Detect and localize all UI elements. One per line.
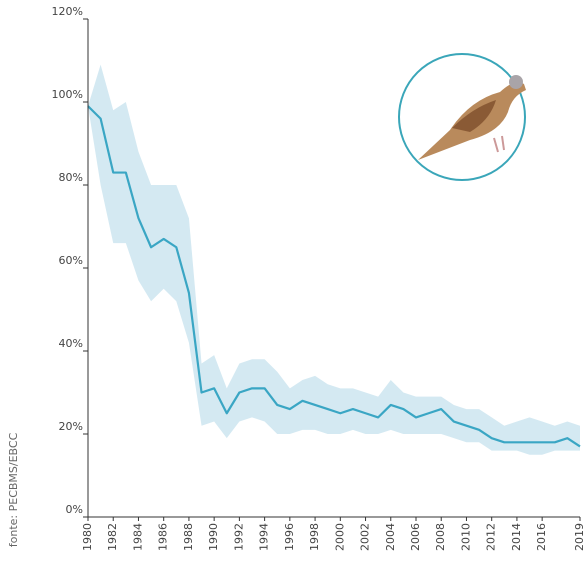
x-tick-label: 1994	[258, 523, 271, 551]
bird-head	[509, 75, 523, 89]
y-tick-label: 120%	[52, 5, 83, 18]
x-tick-label: 2004	[384, 523, 397, 551]
x-tick-label: 1980	[81, 523, 94, 551]
confidence-band	[88, 64, 580, 455]
y-tick-label: 60%	[59, 254, 83, 267]
bird-legs	[493, 135, 505, 153]
x-tick-label: 2019	[573, 523, 586, 551]
x-tick-label: 2012	[485, 523, 498, 551]
x-tick-label: 2000	[333, 523, 346, 551]
x-tick-label: 2010	[459, 523, 472, 551]
x-tick-label: 2016	[535, 523, 548, 551]
trend-line	[87, 105, 581, 448]
x-tick-label: 1996	[283, 523, 296, 551]
x-tick-label: 2006	[409, 523, 422, 551]
y-tick-label: 20%	[59, 420, 83, 433]
x-tick-label: 1986	[157, 523, 170, 551]
bird-badge	[398, 53, 526, 181]
x-tick-label: 1990	[207, 523, 220, 551]
bird-wing	[452, 100, 496, 132]
y-tick-label: 100%	[52, 88, 83, 101]
x-tick-label: 1998	[308, 523, 321, 551]
x-tick-label: 2008	[434, 523, 447, 551]
y-tick-label: 40%	[59, 337, 83, 350]
x-tick-label: 1984	[131, 523, 144, 551]
y-tick-label: 80%	[59, 171, 83, 184]
x-tick-label: 1988	[182, 523, 195, 551]
y-tick-label: 0%	[66, 503, 83, 516]
x-tick-label: 1982	[106, 523, 119, 551]
x-tick-label: 2002	[359, 523, 372, 551]
x-tick-label: 1992	[232, 523, 245, 551]
source-note: fonte: PECBMS/EBCC	[7, 432, 20, 547]
x-tick-label: 2014	[510, 523, 523, 551]
